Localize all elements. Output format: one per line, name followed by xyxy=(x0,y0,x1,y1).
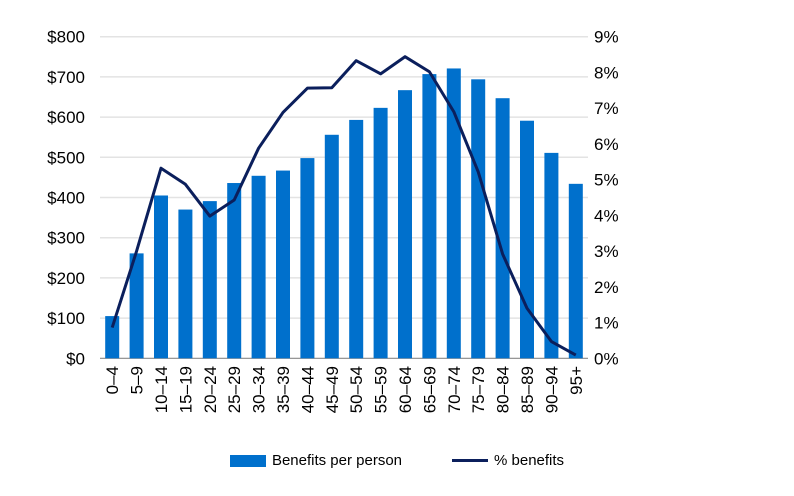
x-tick-label: 80–84 xyxy=(494,366,513,413)
bar xyxy=(446,68,461,359)
legend-label-bars: Benefits per person xyxy=(271,452,403,469)
left-tick-label: $200 xyxy=(47,269,85,288)
bar xyxy=(178,209,193,359)
bar xyxy=(300,158,315,359)
right-tick-label: 5% xyxy=(594,171,619,190)
x-tick-label: 65–69 xyxy=(420,366,439,413)
bar xyxy=(398,90,412,359)
bar xyxy=(373,107,388,359)
bar xyxy=(324,134,339,359)
legend: Benefits per person % benefits xyxy=(0,452,794,469)
legend-swatch-bar xyxy=(229,454,266,467)
x-tick-label: 25–29 xyxy=(225,366,244,413)
x-tick-label: 20–24 xyxy=(201,366,220,413)
left-tick-label: $100 xyxy=(47,309,85,328)
x-tick-label: 0–4 xyxy=(103,366,122,394)
x-tick-label: 10–14 xyxy=(152,366,171,413)
x-tick-label: 85–89 xyxy=(518,366,537,413)
bar xyxy=(520,120,534,359)
x-tick-label: 5–9 xyxy=(128,366,147,394)
chart-plot: $0 $100 $200 $300 $400 $500 $600 $700 $800 0% 1% 2%… xyxy=(47,28,619,414)
bar xyxy=(227,183,242,359)
legend-label-line: % benefits xyxy=(494,452,565,469)
left-tick-label: $0 xyxy=(66,349,85,368)
legend-item-bars: Benefits per person xyxy=(229,452,403,469)
left-tick-label: $400 xyxy=(47,189,85,208)
x-tick-label: 50–54 xyxy=(347,366,366,413)
left-tick-label: $600 xyxy=(47,108,85,127)
line-series xyxy=(110,55,577,357)
bar xyxy=(544,152,559,359)
bar xyxy=(154,195,168,359)
bar xyxy=(495,98,510,359)
x-tick-label: 55–59 xyxy=(372,366,391,413)
x-tick-label: 70–74 xyxy=(445,366,464,413)
bar xyxy=(276,170,290,359)
right-tick-label: 9% xyxy=(594,28,619,47)
bar xyxy=(471,79,486,359)
bar xyxy=(105,316,120,359)
x-tick-label: 35–39 xyxy=(274,366,293,413)
bar xyxy=(129,253,144,359)
x-tick-label: 75–79 xyxy=(469,366,488,413)
bar xyxy=(251,175,266,359)
x-tick-label: 60–64 xyxy=(396,366,415,413)
x-tick-label: 15–19 xyxy=(176,366,195,413)
right-tick-label: 7% xyxy=(594,99,619,118)
x-tick-label: 95+ xyxy=(567,366,586,395)
x-tick-label: 45–49 xyxy=(323,366,342,413)
left-tick-label: $700 xyxy=(47,68,85,87)
x-tick-label: 90–94 xyxy=(542,366,561,413)
right-tick-label: 3% xyxy=(594,242,619,261)
left-tick-label: $500 xyxy=(47,148,85,167)
legend-item-line: % benefits xyxy=(452,452,564,469)
x-tick-label: 30–34 xyxy=(250,366,269,413)
bar xyxy=(349,119,364,359)
right-tick-label: 2% xyxy=(594,278,619,297)
bar xyxy=(202,201,217,359)
left-tick-label: $300 xyxy=(47,229,85,248)
right-tick-label: 0% xyxy=(594,349,619,368)
right-tick-label: 4% xyxy=(594,206,619,225)
right-tick-label: 6% xyxy=(594,135,619,154)
right-tick-label: 1% xyxy=(594,314,619,333)
legend-swatch-line xyxy=(452,459,489,462)
right-tick-label: 8% xyxy=(594,63,619,82)
bar xyxy=(422,74,437,359)
x-tick-label: 40–44 xyxy=(298,366,317,413)
left-tick-label: $800 xyxy=(47,28,85,47)
bar xyxy=(568,183,583,359)
